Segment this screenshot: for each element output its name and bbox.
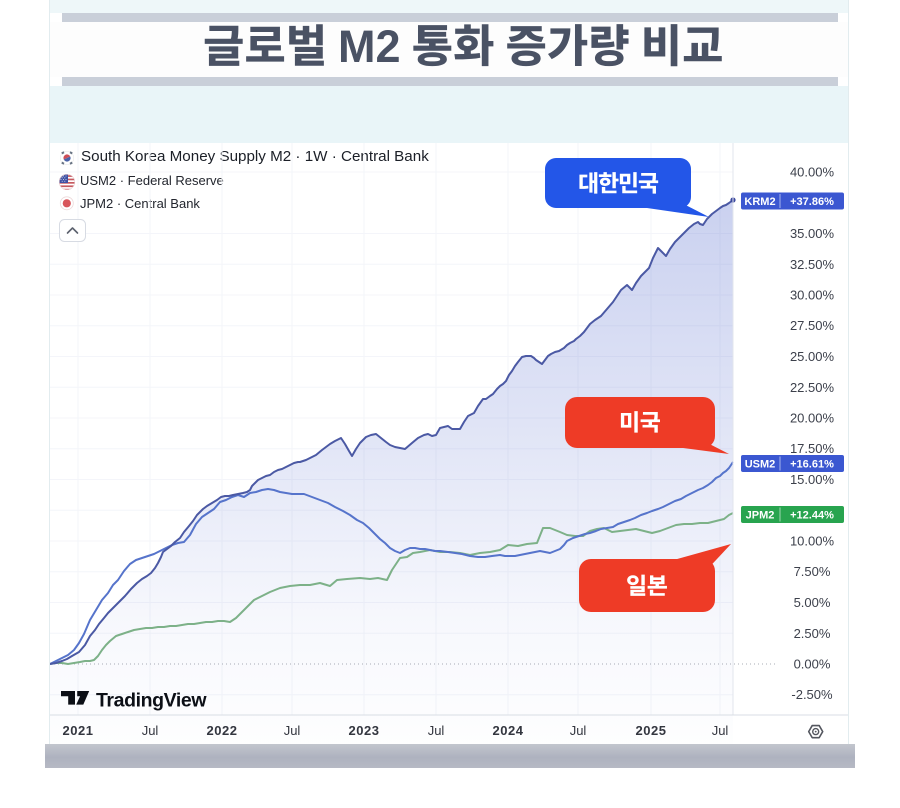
- svg-text:2023: 2023: [349, 723, 380, 738]
- svg-text:40.00%: 40.00%: [790, 165, 835, 180]
- svg-text:10.00%: 10.00%: [790, 534, 835, 549]
- svg-text:+16.61%: +16.61%: [790, 459, 834, 471]
- svg-text:17.50%: 17.50%: [790, 441, 835, 456]
- svg-text:2.50%: 2.50%: [794, 626, 831, 641]
- svg-text:25.00%: 25.00%: [790, 349, 835, 364]
- svg-text:15.00%: 15.00%: [790, 472, 835, 487]
- svg-text:35.00%: 35.00%: [790, 226, 835, 241]
- svg-text:2025: 2025: [636, 723, 667, 738]
- svg-text:20.00%: 20.00%: [790, 411, 835, 426]
- svg-text:22.50%: 22.50%: [790, 380, 835, 395]
- svg-text:2022: 2022: [207, 723, 238, 738]
- svg-text:0.00%: 0.00%: [794, 657, 831, 672]
- svg-text:-2.50%: -2.50%: [791, 687, 833, 702]
- svg-text:USM2: USM2: [745, 459, 776, 471]
- svg-text:32.50%: 32.50%: [790, 257, 835, 272]
- svg-text:KRM2: KRM2: [744, 196, 775, 208]
- svg-text:Jul: Jul: [570, 723, 587, 738]
- svg-text:27.50%: 27.50%: [790, 318, 835, 333]
- svg-text:2024: 2024: [493, 723, 524, 738]
- svg-text:30.00%: 30.00%: [790, 288, 835, 303]
- svg-text:+12.44%: +12.44%: [790, 510, 834, 522]
- svg-text:Jul: Jul: [284, 723, 301, 738]
- svg-text:Jul: Jul: [142, 723, 159, 738]
- svg-text:Jul: Jul: [712, 723, 729, 738]
- svg-text:+37.86%: +37.86%: [790, 196, 834, 208]
- svg-text:2021: 2021: [63, 723, 94, 738]
- svg-text:Jul: Jul: [428, 723, 445, 738]
- svg-text:7.50%: 7.50%: [794, 564, 831, 579]
- svg-text:TradingView: TradingView: [96, 690, 207, 712]
- svg-text:JPM2: JPM2: [746, 510, 775, 522]
- svg-text:5.00%: 5.00%: [794, 595, 831, 610]
- svg-text:M2: M2: [338, 21, 401, 72]
